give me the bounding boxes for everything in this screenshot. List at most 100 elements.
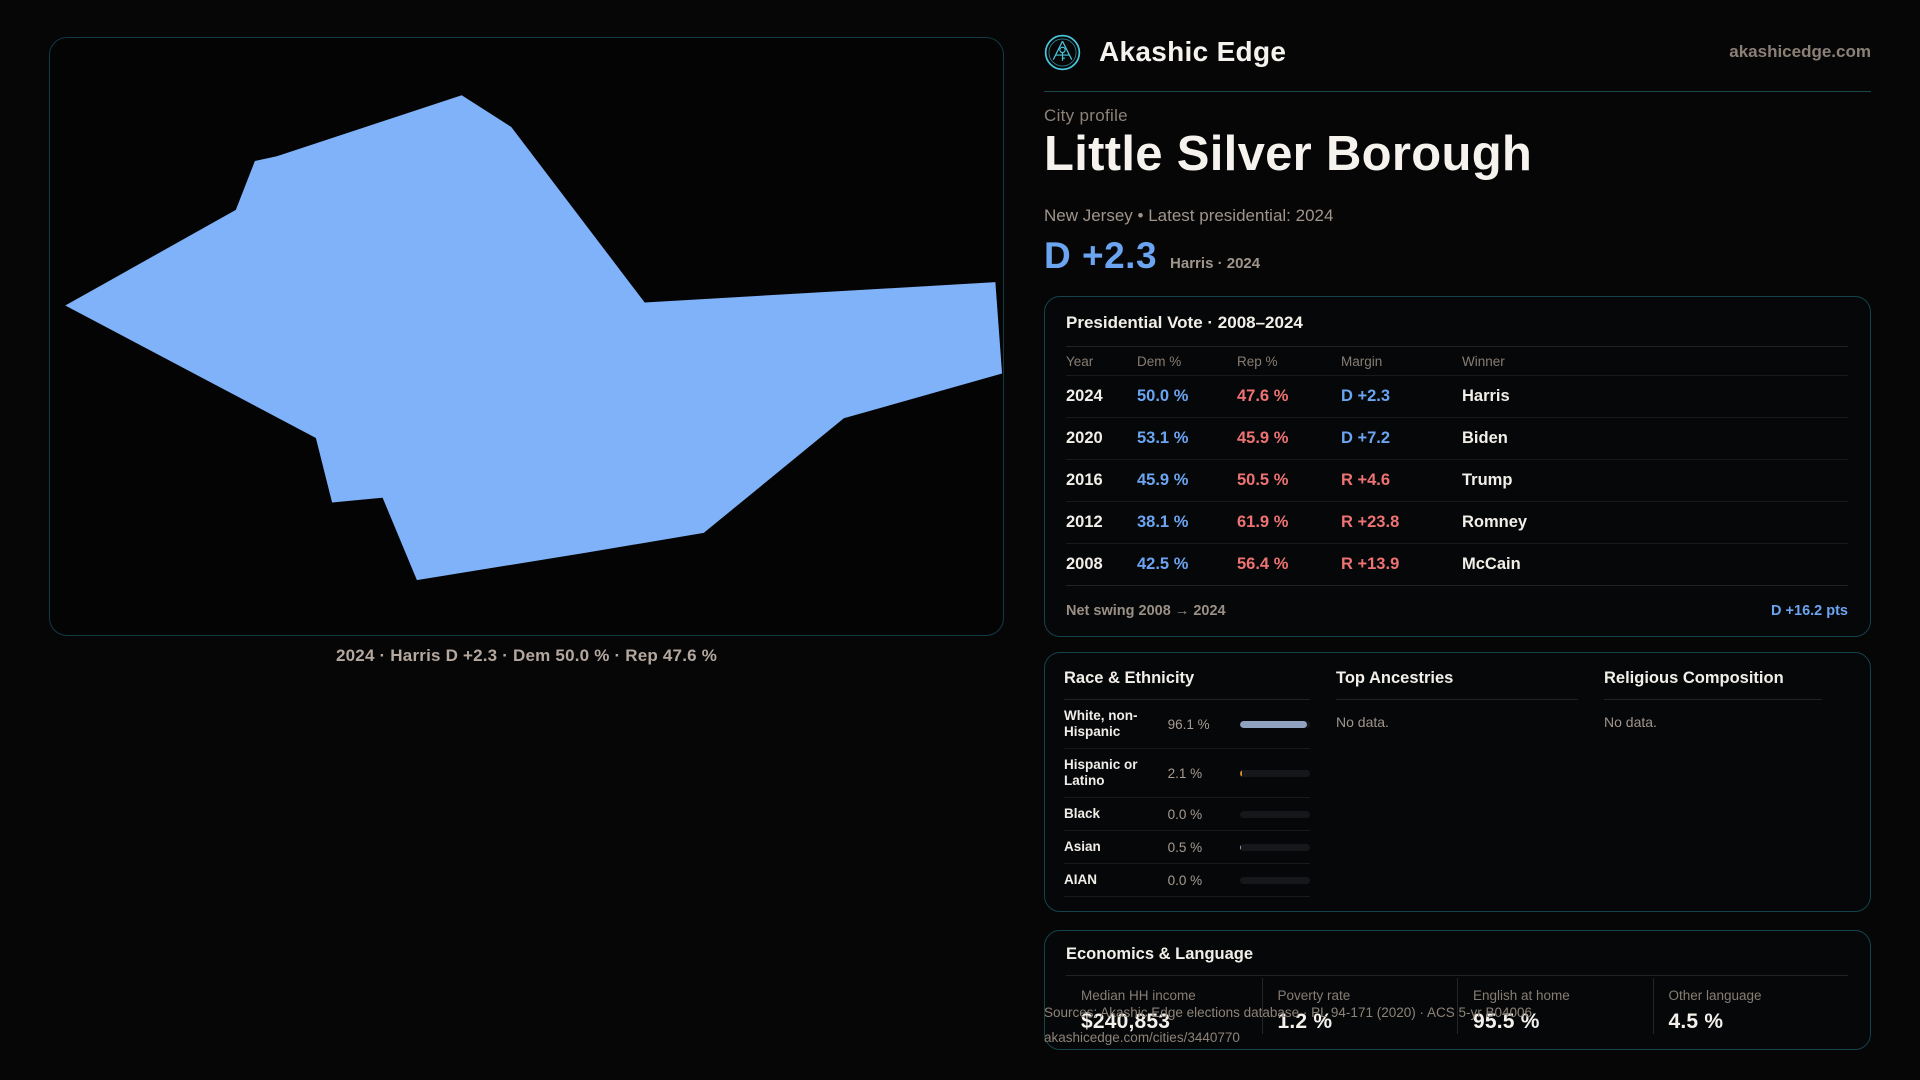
cell-dem: 45.9 %	[1137, 471, 1189, 489]
race-label: Black	[1064, 806, 1101, 821]
cell-margin: D +7.2	[1341, 429, 1391, 447]
sources-line: Sources: Akashic Edge elections database…	[1044, 1005, 1533, 1020]
cell-rep: 47.6 %	[1237, 387, 1289, 405]
col-margin: Margin	[1341, 353, 1383, 369]
city-boundary-map	[49, 37, 1004, 636]
header-divider	[1044, 91, 1871, 92]
stat-value: 95.5 %	[1473, 1010, 1540, 1033]
site-header: Akashic Edge akashicedge.com	[1044, 28, 1871, 76]
economics-section-title: Economics & Language	[1066, 945, 1848, 976]
race-bar	[1240, 769, 1310, 777]
col-rep: Rep %	[1237, 353, 1278, 369]
cell-rep: 56.4 %	[1237, 555, 1289, 573]
stat-english-at-home: English at home 95.5 %	[1457, 978, 1653, 1034]
race-row: White, non-Hispanic 96.1 %	[1064, 700, 1310, 749]
col-winner: Winner	[1462, 353, 1505, 369]
page-subtitle: New Jersey • Latest presidential: 2024	[1044, 206, 1334, 225]
religion-section-title: Religious Composition	[1604, 669, 1822, 700]
stat-value: $240,853	[1081, 1010, 1171, 1033]
table-row: 2020 53.1 % 45.9 % D +7.2 Biden	[1066, 417, 1848, 459]
table-row: 2012 38.1 % 61.9 % R +23.8 Romney	[1066, 501, 1848, 543]
race-label: Asian	[1064, 839, 1101, 854]
headline-result: D +2.3 Harris · 2024	[1044, 235, 1871, 277]
demographics-card: Race & Ethnicity White, non-Hispanic 96.…	[1044, 652, 1871, 912]
sources-footer: Sources: Akashic Edge elections database…	[1044, 1000, 1532, 1050]
race-bar	[1240, 843, 1310, 851]
religion-empty-state: No data.	[1604, 714, 1657, 730]
permalink[interactable]: akashicedge.com/cities/3440770	[1044, 1030, 1240, 1045]
stat-median-hh-income: Median HH income $240,853	[1066, 978, 1262, 1034]
race-row: Black 0.0 %	[1064, 798, 1310, 831]
map-caption: 2024 · Harris D +2.3 · Dem 50.0 % · Rep …	[335, 646, 718, 665]
city-boundary-polygon	[65, 95, 1003, 581]
race-row: AIAN 0.0 %	[1064, 864, 1310, 897]
stat-other-language: Other language 4.5 %	[1652, 978, 1849, 1034]
race-value: 2.1 %	[1167, 765, 1203, 781]
cell-dem: 38.1 %	[1137, 513, 1189, 531]
top-ancestries-section: Top Ancestries No data.	[1336, 669, 1604, 911]
page-title: Little Silver Borough	[1044, 127, 1533, 181]
race-row: Hispanic or Latino 2.1 %	[1064, 749, 1310, 798]
cell-year: 2008	[1066, 555, 1103, 573]
stat-label: Median HH income	[1081, 988, 1196, 1003]
stat-label: Other language	[1668, 988, 1762, 1003]
table-row: 2016 45.9 % 50.5 % R +4.6 Trump	[1066, 459, 1848, 501]
stat-value: 4.5 %	[1668, 1010, 1724, 1033]
cell-winner: Romney	[1462, 513, 1528, 531]
vote-table-header: Year Dem % Rep % Margin Winner	[1066, 347, 1848, 375]
stat-value: 1.2 %	[1277, 1010, 1333, 1033]
race-value: 0.5 %	[1167, 839, 1203, 855]
brand-domain-link[interactable]: akashicedge.com	[1729, 42, 1871, 61]
net-swing-value: D +16.2 pts	[1771, 603, 1848, 619]
table-row: 2008 42.5 % 56.4 % R +13.9 McCain	[1066, 543, 1848, 585]
col-year: Year	[1066, 353, 1094, 369]
cell-margin: R +4.6	[1341, 471, 1391, 489]
ancestries-section-title: Top Ancestries	[1336, 669, 1578, 700]
cell-winner: Harris	[1462, 387, 1510, 405]
cell-winner: McCain	[1462, 555, 1521, 573]
cell-rep: 61.9 %	[1237, 513, 1289, 531]
map-canvas	[65, 95, 1003, 581]
page-kicker: City profile	[1044, 106, 1128, 125]
cell-margin: D +2.3	[1341, 387, 1391, 405]
vote-table-title: Presidential Vote · 2008–2024	[1066, 313, 1848, 347]
col-dem: Dem %	[1137, 353, 1182, 369]
cell-year: 2012	[1066, 513, 1103, 531]
cell-year: 2020	[1066, 429, 1103, 447]
cell-year: 2024	[1066, 387, 1103, 405]
net-swing-label: Net swing 2008 → 2024	[1066, 603, 1226, 619]
economics-card: Economics & Language Median HH income $2…	[1044, 930, 1871, 1050]
cell-winner: Biden	[1462, 429, 1508, 447]
cell-dem: 42.5 %	[1137, 555, 1189, 573]
cell-dem: 53.1 %	[1137, 429, 1189, 447]
presidential-vote-card: Presidential Vote · 2008–2024 Year Dem %…	[1044, 296, 1871, 637]
stat-poverty-rate: Poverty rate 1.2 %	[1261, 978, 1458, 1034]
brand-name: Akashic Edge	[1099, 36, 1287, 67]
economics-stats: Median HH income $240,853 Poverty rate 1…	[1066, 978, 1848, 1034]
race-label: Hispanic or Latino	[1064, 757, 1138, 788]
cell-margin: R +23.8	[1341, 513, 1400, 531]
race-section-title: Race & Ethnicity	[1064, 669, 1310, 700]
ancestries-empty-state: No data.	[1336, 714, 1389, 730]
cell-rep: 50.5 %	[1237, 471, 1289, 489]
cell-dem: 50.0 %	[1137, 387, 1189, 405]
cell-margin: R +13.9	[1341, 555, 1400, 573]
race-value: 0.0 %	[1167, 806, 1203, 822]
cell-winner: Trump	[1462, 471, 1513, 489]
race-value: 0.0 %	[1167, 872, 1203, 888]
net-swing-row: Net swing 2008 → 2024 D +16.2 pts	[1066, 585, 1848, 636]
race-value: 96.1 %	[1167, 716, 1210, 732]
race-label: White, non-Hispanic	[1064, 708, 1138, 739]
race-ethnicity-section: Race & Ethnicity White, non-Hispanic 96.…	[1064, 669, 1336, 911]
race-row: Asian 0.5 %	[1064, 831, 1310, 864]
race-bar	[1240, 810, 1310, 818]
cell-rep: 45.9 %	[1237, 429, 1289, 447]
race-label: AIAN	[1064, 872, 1097, 887]
race-bar	[1240, 720, 1310, 728]
stat-label: English at home	[1473, 988, 1570, 1003]
headline-margin: D +2.3	[1044, 235, 1158, 276]
akashic-emblem-icon	[1044, 34, 1081, 70]
headline-note: Harris · 2024	[1170, 255, 1261, 272]
table-row: 2024 50.0 % 47.6 % D +2.3 Harris	[1066, 375, 1848, 417]
